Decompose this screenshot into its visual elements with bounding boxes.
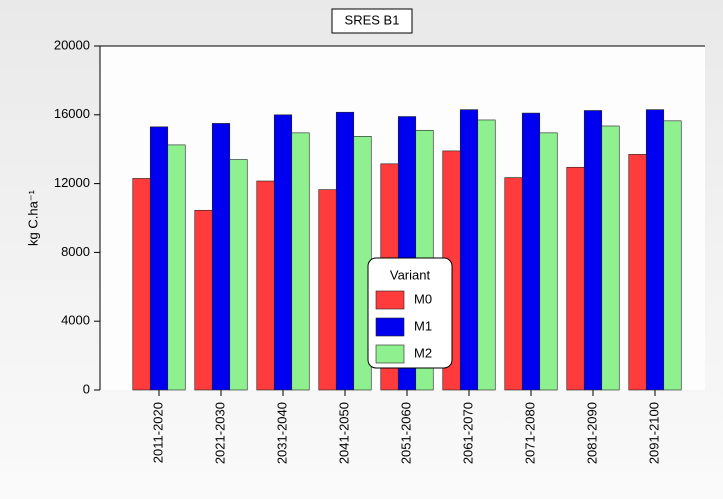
bar: [628, 154, 647, 391]
legend-box: [367, 257, 453, 369]
x-tick-label: 2091-2100: [646, 402, 661, 464]
bar: [167, 144, 186, 391]
bar: [663, 120, 682, 391]
bar: [132, 178, 151, 391]
legend-swatch: [375, 317, 405, 337]
legend-swatch: [375, 344, 405, 364]
x-tick-label: 2051-2060: [398, 402, 413, 464]
bar: [149, 126, 169, 391]
bar: [211, 123, 231, 391]
bar: [539, 132, 558, 391]
y-tick-label: 0: [83, 381, 90, 396]
legend-title: Variant: [390, 267, 431, 282]
bar: [504, 177, 523, 391]
y-tick-label: 8000: [61, 244, 90, 259]
bar: [229, 159, 248, 391]
bar: [601, 125, 620, 391]
x-tick-label: 2081-2090: [584, 402, 599, 464]
bar: [583, 110, 603, 391]
y-tick-label: 20000: [54, 37, 90, 52]
bar: [459, 109, 479, 391]
title-box: [331, 8, 413, 34]
bar: [335, 111, 355, 391]
x-tick-label: 2011-2020: [150, 402, 165, 463]
x-tick-label: 2031-2040: [274, 402, 289, 464]
bar: [521, 112, 541, 391]
bar: [256, 180, 275, 391]
bar: [194, 209, 213, 391]
x-tick-label: 2061-2070: [460, 402, 475, 464]
bar: [273, 114, 293, 391]
bar: [318, 189, 337, 391]
bar: [645, 109, 665, 391]
x-tick-label: 2071-2080: [522, 402, 537, 464]
legend-label: M2: [414, 345, 432, 360]
chart-title: SRES B1: [345, 12, 400, 27]
bar: [477, 119, 496, 391]
legend-label: M0: [414, 291, 432, 306]
y-tick-label: 16000: [54, 106, 90, 121]
y-tick-label: 4000: [61, 313, 90, 328]
legend-label: M1: [414, 318, 432, 333]
legend-swatch: [375, 290, 405, 310]
x-tick-label: 2041-2050: [336, 402, 351, 464]
bar: [291, 132, 310, 391]
bar: [566, 166, 585, 391]
y-tick-label: 12000: [54, 175, 90, 190]
y-axis-label: kg C.ha⁻¹: [25, 189, 40, 246]
x-tick-label: 2021-2030: [212, 402, 227, 464]
